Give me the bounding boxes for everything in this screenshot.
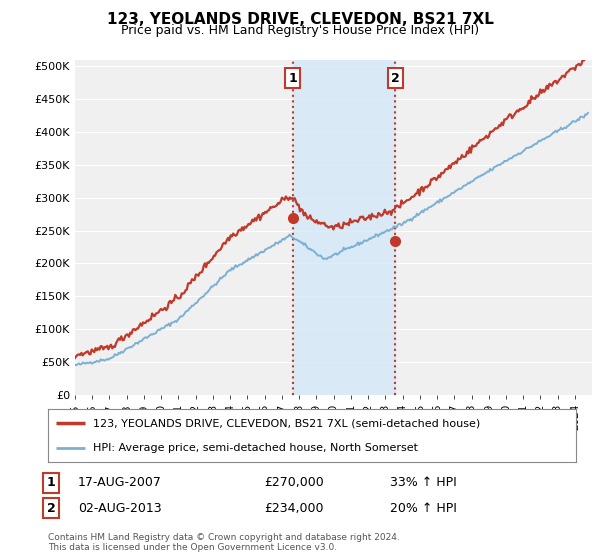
Text: 123, YEOLANDS DRIVE, CLEVEDON, BS21 7XL (semi-detached house): 123, YEOLANDS DRIVE, CLEVEDON, BS21 7XL …: [93, 418, 480, 428]
Text: 1: 1: [288, 72, 297, 85]
Text: 2: 2: [391, 72, 400, 85]
Bar: [293, 60, 395, 395]
Text: Contains HM Land Registry data © Crown copyright and database right 2024.: Contains HM Land Registry data © Crown c…: [48, 533, 400, 542]
Text: 33% ↑ HPI: 33% ↑ HPI: [390, 476, 457, 489]
Text: Price paid vs. HM Land Registry's House Price Index (HPI): Price paid vs. HM Land Registry's House …: [121, 24, 479, 37]
Text: 02-AUG-2013: 02-AUG-2013: [78, 502, 161, 515]
Text: £270,000: £270,000: [264, 476, 324, 489]
Text: 17-AUG-2007: 17-AUG-2007: [78, 476, 162, 489]
Text: 2: 2: [47, 502, 55, 515]
Text: 20% ↑ HPI: 20% ↑ HPI: [390, 502, 457, 515]
Text: 1: 1: [47, 476, 55, 489]
Text: This data is licensed under the Open Government Licence v3.0.: This data is licensed under the Open Gov…: [48, 543, 337, 552]
Text: HPI: Average price, semi-detached house, North Somerset: HPI: Average price, semi-detached house,…: [93, 442, 418, 452]
Text: £234,000: £234,000: [264, 502, 323, 515]
Text: 123, YEOLANDS DRIVE, CLEVEDON, BS21 7XL: 123, YEOLANDS DRIVE, CLEVEDON, BS21 7XL: [107, 12, 493, 27]
